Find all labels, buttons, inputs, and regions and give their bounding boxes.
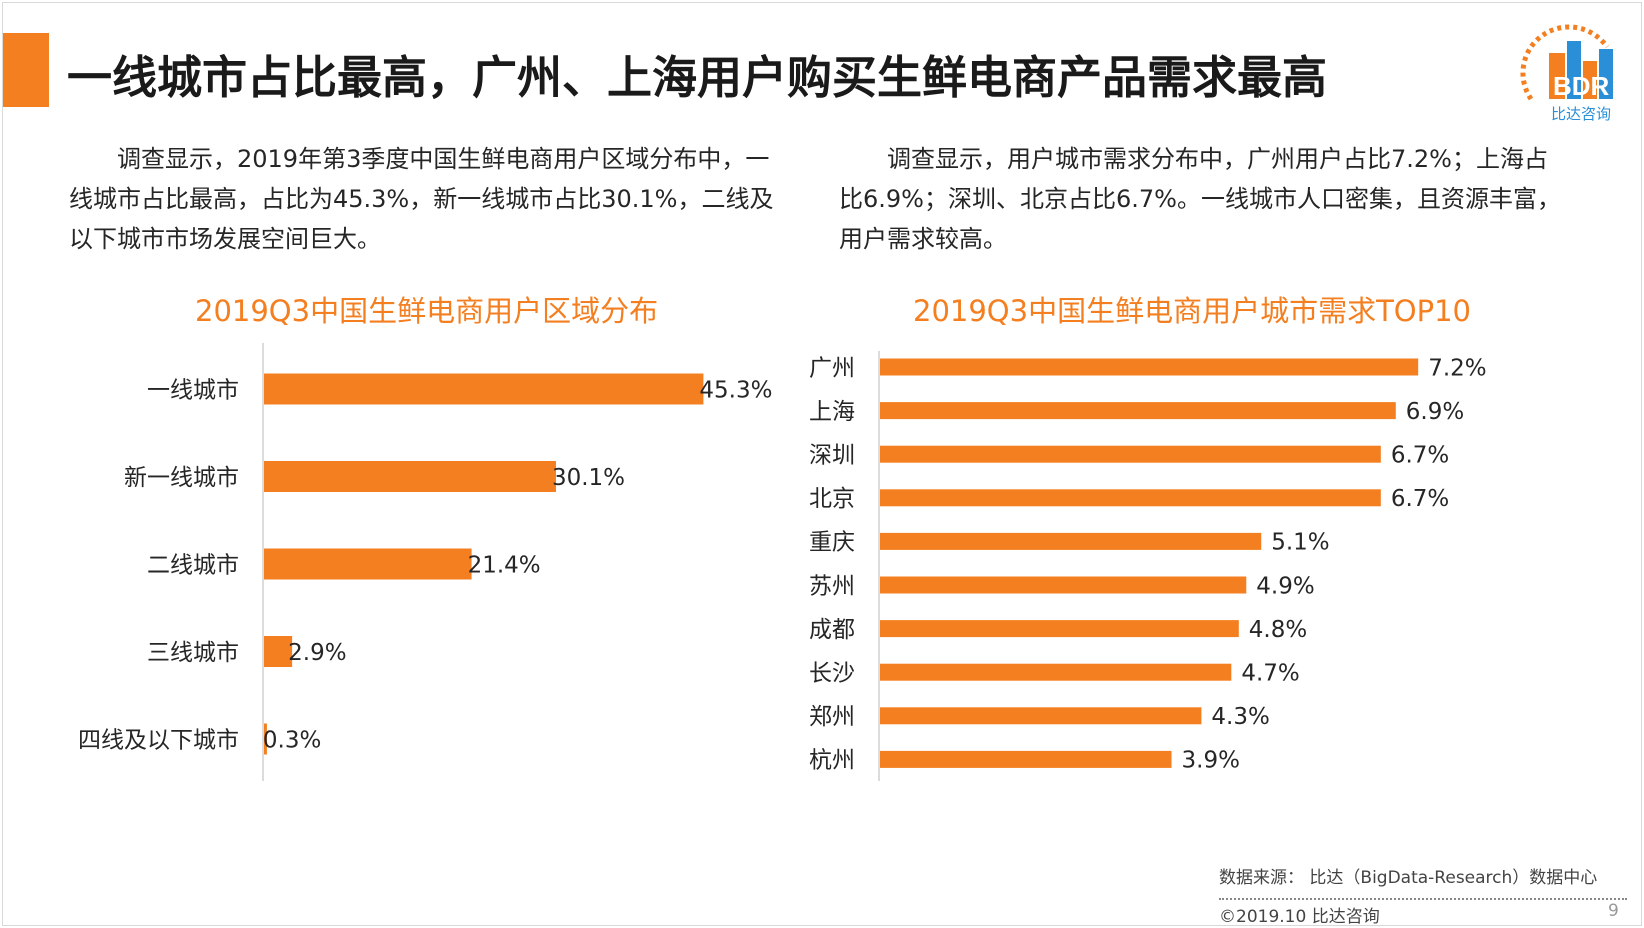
category-label: 四线及以下城市	[78, 727, 239, 753]
category-label: 上海	[809, 399, 855, 425]
copyright: ©2019.10 比达咨询	[1219, 907, 1380, 927]
bar-7	[880, 620, 1239, 638]
value-label: 4.9%	[1256, 573, 1314, 599]
bar-4	[264, 636, 293, 667]
category-label: 三线城市	[147, 640, 239, 666]
bar-2	[264, 461, 556, 492]
value-label: 45.3%	[699, 377, 772, 403]
bar-5	[880, 532, 1262, 550]
left-chart-title: 2019Q3中国生鲜电商用户区域分布	[195, 294, 659, 328]
value-label: 7.2%	[1428, 355, 1486, 381]
right-chart-title: 2019Q3中国生鲜电商用户城市需求TOP10	[913, 294, 1472, 328]
category-label: 杭州	[809, 748, 855, 774]
bar-2	[880, 402, 1396, 420]
value-label: 6.7%	[1391, 486, 1449, 512]
page-number: 9	[1608, 901, 1619, 921]
bar-9	[880, 707, 1202, 725]
title-accent-bar	[3, 33, 49, 107]
data-source: 数据来源： 比达（BigData-Research）数据中心	[1219, 868, 1598, 888]
category-label: 新一线城市	[124, 465, 239, 491]
logo-name: 比达咨询	[1551, 105, 1612, 123]
value-label: 4.8%	[1249, 617, 1307, 643]
bar-5	[264, 723, 267, 755]
bar-3	[880, 445, 1381, 463]
bar-1	[264, 373, 704, 405]
bar-6	[880, 576, 1247, 594]
value-label: 0.3%	[263, 727, 321, 753]
bar-1	[880, 358, 1419, 376]
bar-10	[880, 750, 1172, 768]
value-label: 6.9%	[1406, 399, 1464, 425]
category-label: 一线城市	[147, 377, 239, 403]
right-description: 调查显示，用户城市需求分布中，广州用户占比7.2%；上海占比6.9%；深圳、北京…	[839, 145, 1561, 253]
category-label: 重庆	[809, 530, 855, 556]
region-distribution-chart: 一线城市 45.3% 新一线城市 30.1% 二线城市 21.4% 三线城市 2.9% 四线及以…	[78, 343, 772, 781]
category-label: 郑州	[809, 704, 855, 730]
category-label: 北京	[809, 486, 855, 512]
footer-divider	[1219, 898, 1627, 900]
category-label: 广州	[809, 355, 855, 381]
bar-8	[880, 663, 1232, 681]
category-label: 深圳	[809, 442, 855, 468]
bar-3	[264, 548, 472, 580]
value-label: 5.1%	[1271, 530, 1329, 556]
value-label: 30.1%	[552, 465, 625, 491]
value-label: 3.9%	[1182, 748, 1240, 774]
value-label: 6.7%	[1391, 442, 1449, 468]
left-description: 调查显示，2019年第3季度中国生鲜电商用户区域分布中，一线城市占比最高，占比为…	[69, 145, 774, 253]
value-label: 2.9%	[288, 640, 346, 666]
bar-4	[880, 489, 1381, 507]
bdr-logo-icon: BDR	[1520, 24, 1613, 101]
value-label: 21.4%	[468, 552, 541, 578]
category-label: 长沙	[809, 660, 855, 686]
city-demand-chart: 广州 7.2% 上海 6.9% 深圳 6.7% 北京 6.7% 重庆 5.1% 苏州 4.9% 成都 4.…	[809, 351, 1487, 781]
category-label: 二线城市	[147, 552, 239, 578]
logo-brand: BDR	[1553, 71, 1610, 101]
value-label: 4.7%	[1241, 660, 1299, 686]
category-label: 苏州	[809, 573, 855, 599]
category-label: 成都	[809, 617, 855, 643]
page-title: 一线城市占比最高，广州、上海用户购买生鲜电商产品需求最高	[67, 51, 1328, 104]
value-label: 4.3%	[1211, 704, 1269, 730]
